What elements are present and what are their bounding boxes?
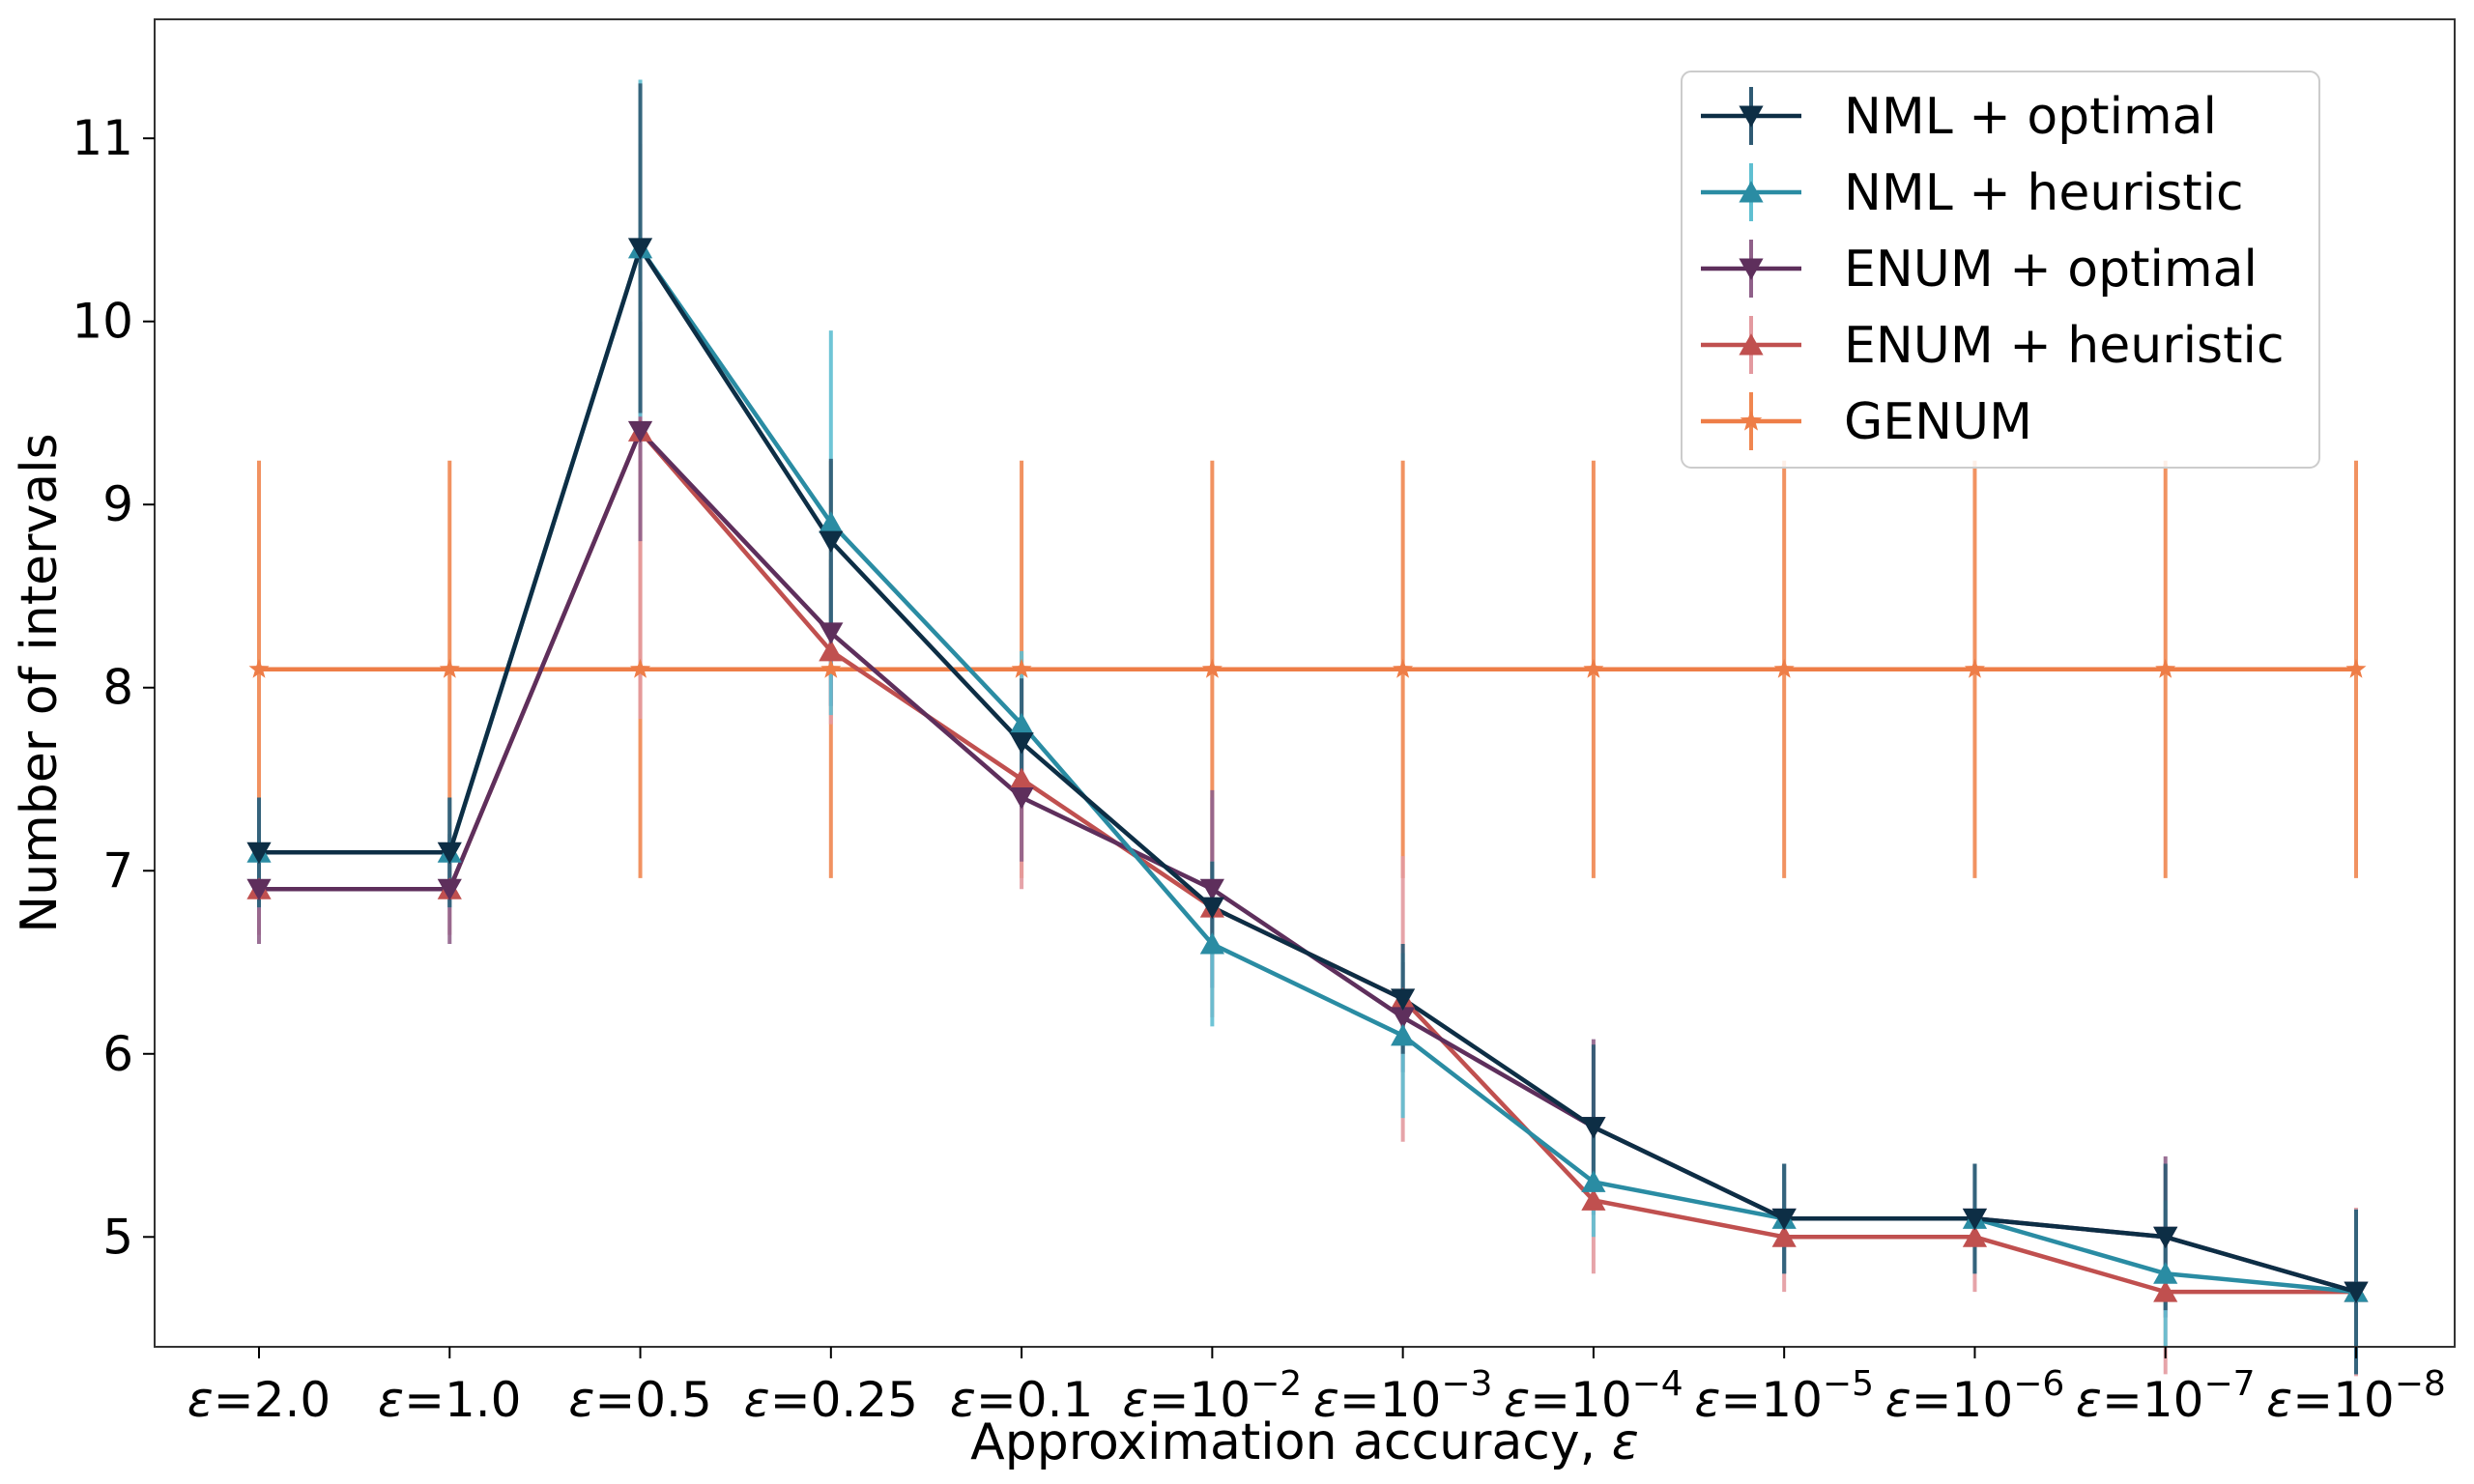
legend-label: NML + heuristic bbox=[1844, 164, 2244, 222]
x-tick-label: ε=0.25 bbox=[744, 1372, 918, 1428]
data-point bbox=[1201, 658, 1223, 678]
legend-marker bbox=[1740, 410, 1763, 431]
plot-frame bbox=[154, 18, 2456, 1348]
data-point bbox=[1391, 1007, 1416, 1029]
data-point bbox=[248, 658, 270, 678]
x-tick-label: ε=2.0 bbox=[187, 1372, 331, 1428]
data-point bbox=[1581, 1188, 1606, 1211]
data-point bbox=[2153, 1226, 2178, 1249]
y-tick-label: 5 bbox=[102, 1209, 133, 1265]
data-point bbox=[1962, 1208, 1988, 1231]
data-point bbox=[819, 530, 844, 554]
legend-frame bbox=[1681, 71, 2320, 469]
data-point bbox=[1964, 658, 1985, 678]
data-point bbox=[1011, 658, 1032, 678]
x-tick-label: ε=10−3 bbox=[1313, 1364, 1493, 1428]
x-tick-label: ε=0.1 bbox=[950, 1372, 1093, 1428]
data-point bbox=[819, 511, 844, 533]
data-point bbox=[1199, 932, 1224, 955]
x-tick-label: ε=10−8 bbox=[2266, 1364, 2446, 1428]
x-axis: ε=2.0 ε=1.0 ε=0.5 ε=0.25 ε=0.1 ε=10−2 ε=10−3 ε=… bbox=[187, 1347, 2446, 1428]
y-tick-label: 11 bbox=[72, 110, 133, 166]
data-point bbox=[1771, 1208, 1797, 1231]
data-point bbox=[246, 842, 272, 865]
data-point bbox=[819, 639, 844, 662]
data-point bbox=[1773, 658, 1795, 678]
data-point bbox=[246, 878, 272, 901]
data-point bbox=[1199, 878, 1224, 901]
legend-marker bbox=[1739, 258, 1764, 280]
x-tick-label: ε=10−6 bbox=[1885, 1364, 2065, 1428]
data-point bbox=[2155, 658, 2176, 678]
x-tick-label: ε=0.5 bbox=[568, 1372, 711, 1428]
data-point bbox=[627, 420, 653, 443]
legend-label: ENUM + heuristic bbox=[1844, 317, 2285, 375]
data-point bbox=[1771, 1225, 1797, 1247]
legend-marker bbox=[1739, 181, 1764, 203]
data-point bbox=[627, 238, 653, 260]
series-line bbox=[259, 245, 2357, 1295]
y-tick-label: 10 bbox=[72, 294, 133, 350]
data-point bbox=[2153, 1262, 2178, 1284]
legend-marker bbox=[1739, 105, 1764, 128]
x-tick-label: ε=10−5 bbox=[1694, 1364, 1874, 1428]
data-point bbox=[1581, 1170, 1606, 1192]
data-point bbox=[820, 658, 842, 678]
y-tick-label: 8 bbox=[102, 660, 133, 716]
data-point bbox=[439, 658, 460, 678]
legend-label: NML + optimal bbox=[1844, 88, 2217, 146]
data-point bbox=[1391, 1023, 1416, 1046]
x-axis-title: Approximation accuracy, ε bbox=[970, 1413, 1639, 1471]
data-point bbox=[437, 842, 462, 865]
y-tick-label: 7 bbox=[102, 842, 133, 899]
data-point bbox=[1583, 658, 1604, 678]
data-point bbox=[437, 878, 462, 901]
data-point bbox=[819, 622, 844, 644]
x-tick-label: ε=10−2 bbox=[1123, 1364, 1303, 1428]
data-point bbox=[1391, 988, 1416, 1011]
data-point bbox=[1009, 712, 1034, 735]
data-point bbox=[1009, 767, 1034, 789]
data-point bbox=[1581, 1117, 1606, 1139]
data-point bbox=[2153, 1280, 2178, 1302]
x-tick-label: ε=10−4 bbox=[1504, 1364, 1683, 1428]
y-tick-label: 9 bbox=[102, 476, 133, 532]
data-point bbox=[1393, 658, 1414, 678]
data-point bbox=[2344, 1281, 2369, 1304]
y-axis: 5 6 7 8 9 10 11 bbox=[72, 110, 155, 1265]
legend: NML + optimal NML + heuristic ENUM + optim… bbox=[1681, 71, 2320, 469]
data-point bbox=[1962, 1225, 1988, 1247]
data-point bbox=[1199, 897, 1224, 920]
series-markers bbox=[246, 236, 2369, 1304]
data-point bbox=[1009, 786, 1034, 810]
x-tick-label: ε=10−7 bbox=[2076, 1364, 2256, 1428]
legend-marker bbox=[1739, 333, 1764, 356]
legend-label: ENUM + optimal bbox=[1844, 241, 2258, 299]
data-point bbox=[2345, 658, 2367, 678]
y-tick-label: 6 bbox=[102, 1026, 133, 1082]
series-lines bbox=[259, 245, 2357, 1295]
y-axis-title: Number of intervals bbox=[11, 433, 69, 932]
data-point bbox=[1009, 732, 1034, 755]
legend-label: GENUM bbox=[1844, 393, 2032, 451]
x-tick-label: ε=1.0 bbox=[378, 1372, 521, 1428]
data-point bbox=[630, 658, 651, 678]
